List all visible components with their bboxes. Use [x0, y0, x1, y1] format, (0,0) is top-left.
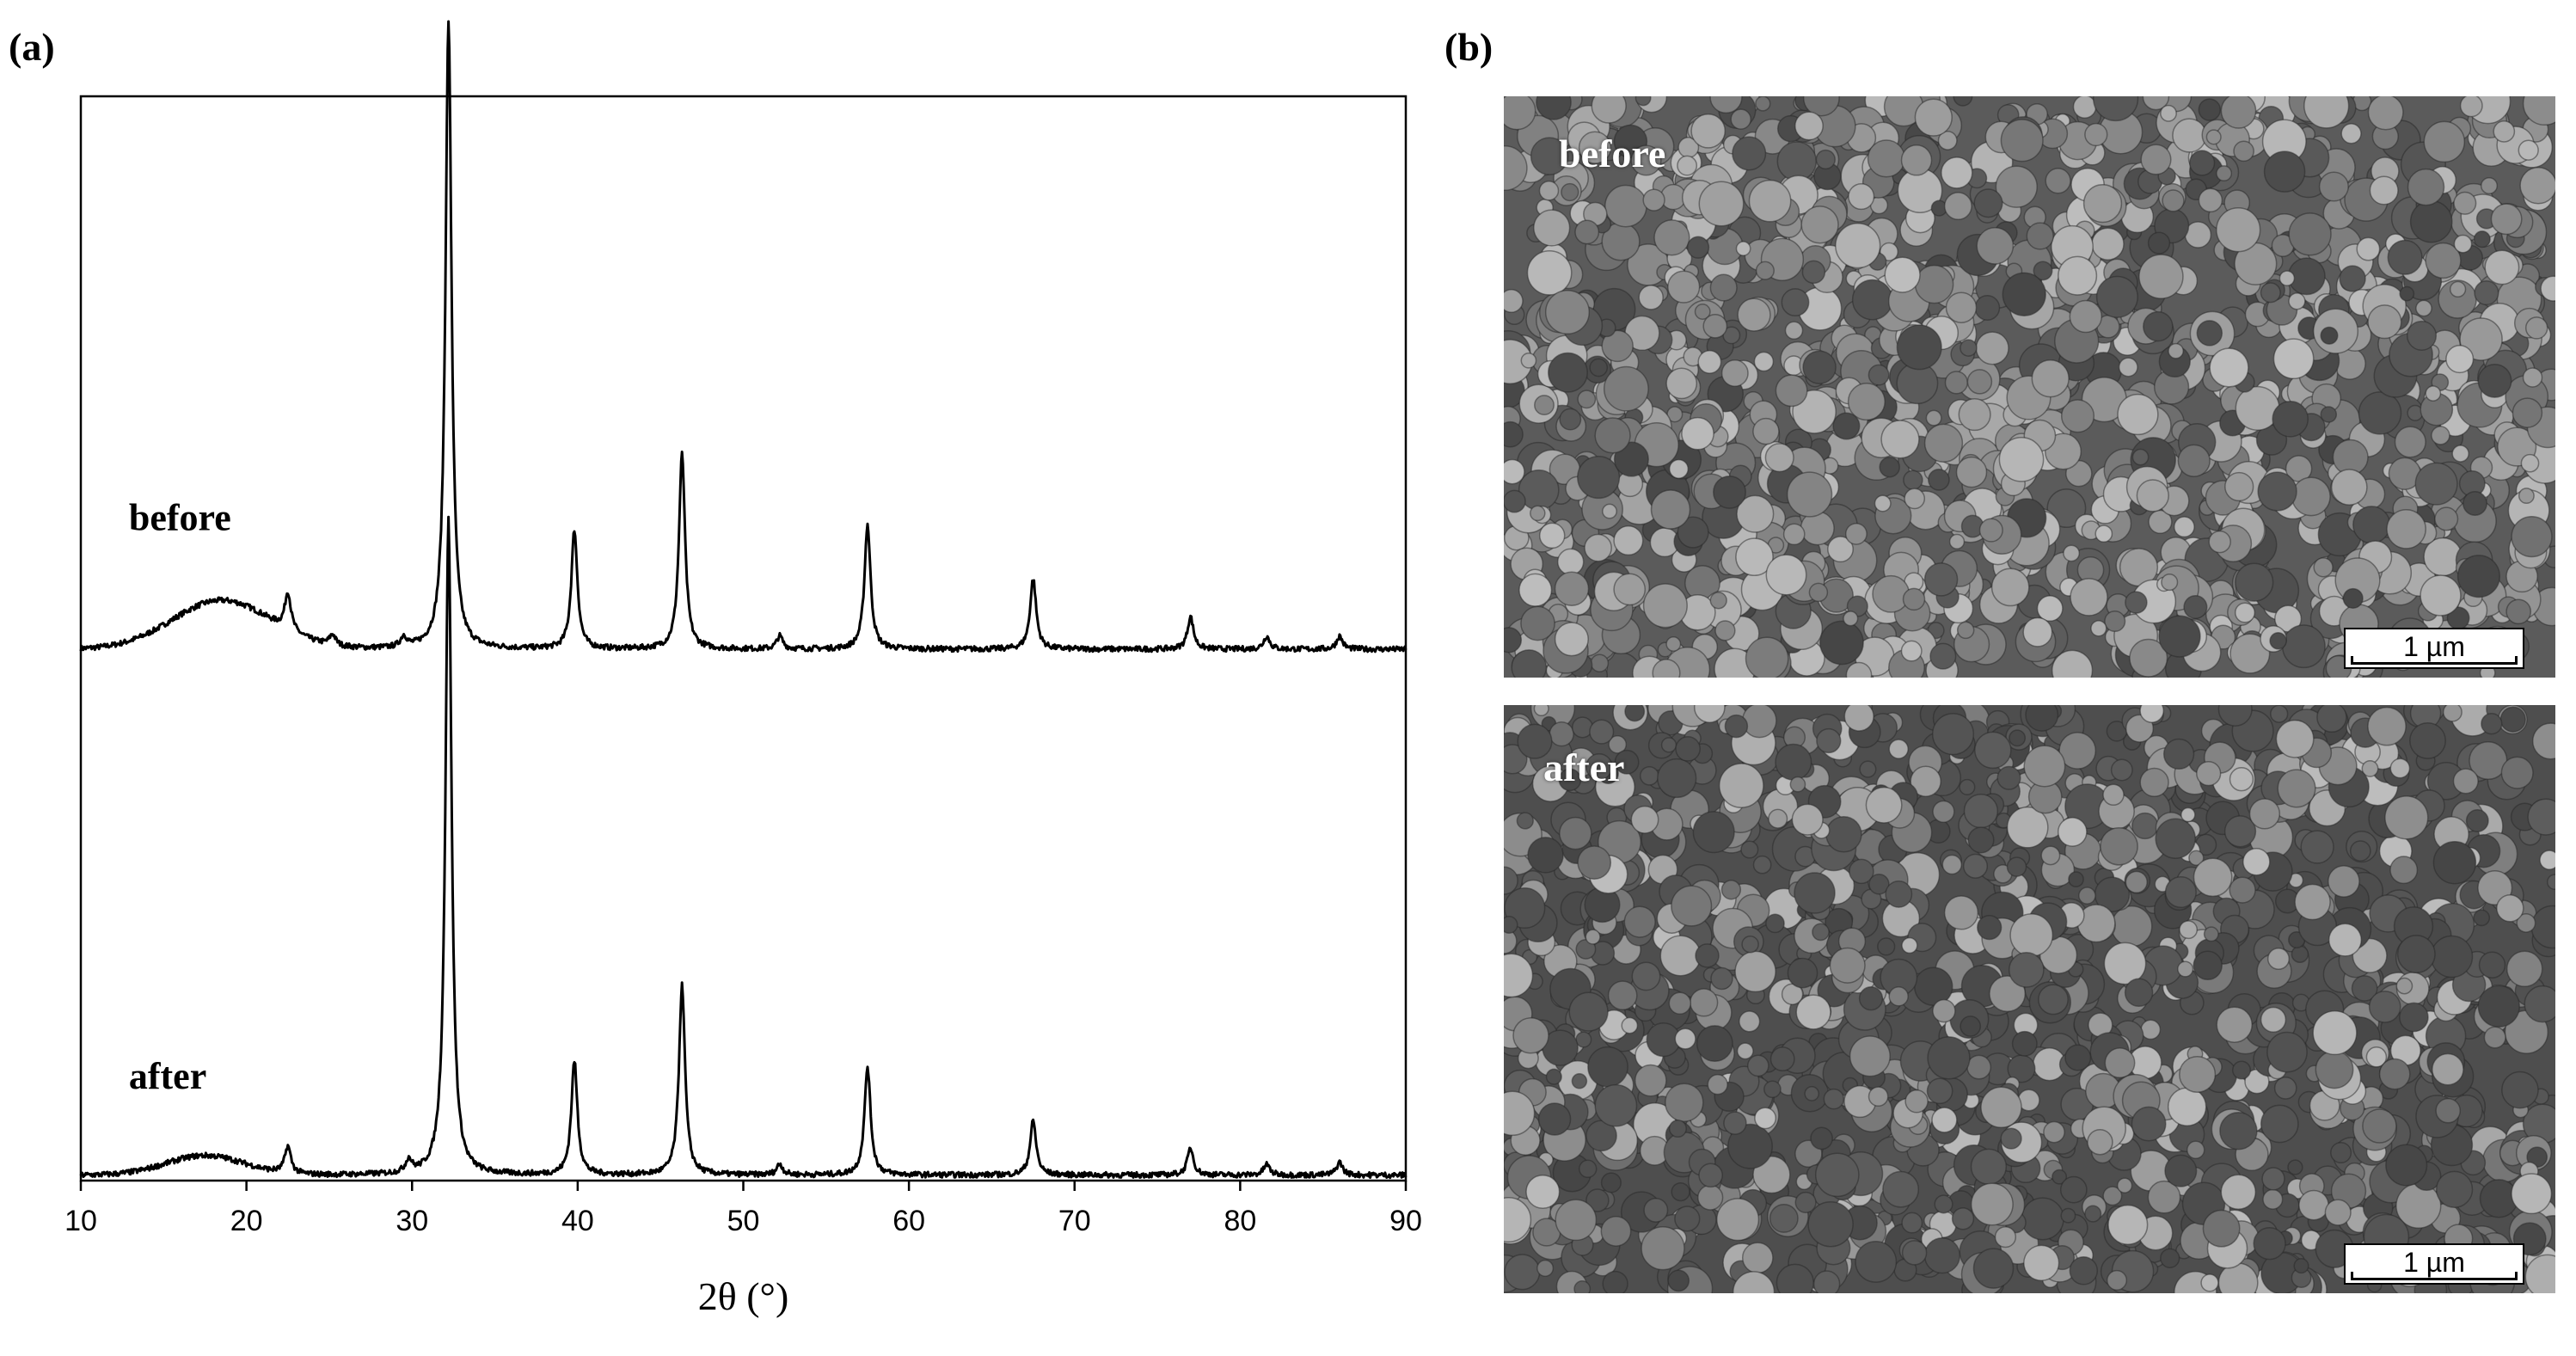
scale-bar-before: 1 µm	[2344, 628, 2524, 669]
x-axis-ticks: 10 20 30 40 50 60 70 80 90	[64, 1181, 1422, 1237]
x-tick-label: 10	[64, 1205, 97, 1237]
x-tick-label: 50	[727, 1205, 760, 1237]
series-label-before: before	[129, 496, 231, 538]
panel-b-label: (b)	[1444, 25, 1493, 69]
scale-bar-line-before	[2351, 656, 2518, 665]
x-tick-label: 90	[1389, 1205, 1422, 1237]
x-tick-label: 30	[396, 1205, 428, 1237]
xrd-chart: 10 20 30 40 50 60 70 80 90 2θ (°) before after	[64, 20, 1422, 1318]
sem-label-after: after	[1543, 745, 1625, 789]
series-label-after: after	[129, 1055, 206, 1097]
x-tick-label: 80	[1224, 1205, 1256, 1237]
sem-texture-after	[1504, 705, 2555, 1293]
sem-image-before: before 1 µm	[1504, 96, 2555, 678]
xrd-series-after	[79, 515, 1408, 1180]
xrd-series-before	[79, 20, 1408, 653]
x-tick-label: 40	[561, 1205, 594, 1237]
scale-bar-after: 1 µm	[2344, 1243, 2524, 1285]
xrd-traces	[79, 20, 1408, 1180]
sem-texture-before	[1504, 96, 2555, 678]
scale-bar-text-after: 1 µm	[2403, 1247, 2465, 1278]
sem-label-before: before	[1559, 132, 1666, 175]
panel-a-label: (a)	[9, 25, 55, 69]
x-axis-label: 2θ (°)	[698, 1274, 789, 1318]
x-tick-label: 20	[230, 1205, 263, 1237]
x-tick-label: 60	[892, 1205, 925, 1237]
plot-frame	[79, 95, 1408, 1182]
sem-image-after: after 1 µm	[1504, 705, 2555, 1293]
scale-bar-line-after	[2351, 1272, 2518, 1280]
scale-bar-text-before: 1 µm	[2403, 631, 2465, 662]
x-tick-label: 70	[1058, 1205, 1091, 1237]
